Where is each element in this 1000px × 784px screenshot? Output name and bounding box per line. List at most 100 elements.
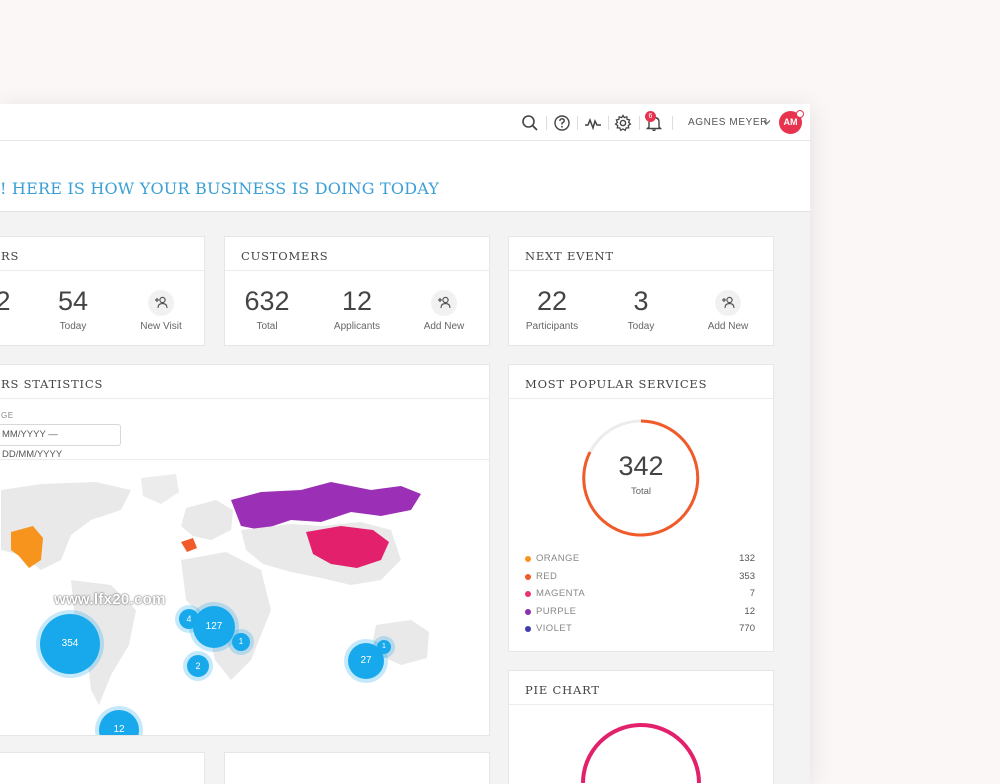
- legend-item: VIOLET 770: [523, 623, 755, 637]
- card-title: RS STATISTICS: [1, 377, 104, 391]
- map-cluster[interactable]: 127: [193, 606, 235, 648]
- date-range-label: GE: [1, 411, 14, 420]
- map-cluster[interactable]: 354: [40, 614, 100, 674]
- new-visit-button[interactable]: [148, 290, 174, 316]
- legend-color-dot: [525, 608, 531, 615]
- map-cluster[interactable]: 1: [232, 633, 250, 651]
- new-visit-label[interactable]: New Visit: [140, 321, 182, 332]
- card-title: CUSTOMERS: [241, 249, 329, 263]
- welcome-banner: ! HERE IS HOW YOUR BUSINESS IS DOING TOD…: [0, 141, 810, 212]
- legend-item: RED 353: [523, 571, 755, 585]
- legend-label: MAGENTA: [536, 588, 586, 599]
- legend-item: PURPLE 12: [523, 606, 755, 620]
- stat-value: 12: [341, 286, 373, 316]
- add-person-icon: [722, 296, 735, 309]
- legend-value: 770: [739, 623, 755, 634]
- card-title: RS: [1, 249, 20, 263]
- visitors-card: RS 2 54 Today New Visit: [0, 236, 205, 346]
- stat-value: 632: [244, 286, 290, 316]
- stat-value: 3: [633, 286, 649, 316]
- user-name[interactable]: AGNES MEYER: [688, 117, 768, 128]
- legend-color-dot: [525, 591, 531, 597]
- chevron-down-icon[interactable]: [763, 118, 771, 126]
- card-title: MOST POPULAR SERVICES: [525, 377, 708, 391]
- toolbar-divider: [608, 116, 609, 130]
- legend-label: RED: [536, 570, 558, 582]
- map-cluster[interactable]: 12: [99, 710, 139, 735]
- stat-value: 2: [0, 286, 11, 316]
- highlighted-country-usa: [11, 526, 43, 568]
- map-cluster[interactable]: 1: [377, 640, 391, 654]
- services-total-value: 342: [618, 451, 664, 481]
- highlighted-country-china: [306, 526, 389, 568]
- card-divider: [509, 704, 773, 705]
- legend-label: ORANGE: [536, 553, 580, 564]
- gear-icon[interactable]: [614, 114, 632, 132]
- card-divider: [509, 398, 773, 399]
- legend-label: PURPLE: [536, 605, 577, 617]
- date-range-input[interactable]: MM/YYYY — DD/MM/YYYY: [0, 424, 121, 460]
- legend-value: 353: [739, 570, 755, 582]
- bottom-card: [224, 752, 490, 784]
- activity-icon[interactable]: [584, 114, 602, 132]
- card-divider: [0, 398, 489, 399]
- add-person-icon: [438, 296, 451, 309]
- land-south-america: [71, 580, 136, 705]
- legend-item: ORANGE 132: [523, 553, 755, 567]
- pie-chart-card: PIE CHART: [508, 670, 774, 784]
- top-bar: 6 AGNES MEYER AM: [0, 104, 810, 141]
- stat-label: Today: [59, 321, 87, 332]
- pie-chart-ring: [581, 723, 701, 784]
- next-event-card: NEXT EVENT 22 Participants 3 Today Add N…: [508, 236, 774, 346]
- card-divider: [509, 270, 773, 271]
- add-person-icon: [155, 296, 168, 309]
- toolbar-divider: [546, 116, 547, 130]
- land-europe: [181, 500, 233, 540]
- legend-item: MAGENTA 7: [523, 588, 755, 602]
- legend-label: VIOLET: [536, 623, 573, 634]
- toolbar-divider: [639, 116, 640, 130]
- welcome-message: ! HERE IS HOW YOUR BUSINESS IS DOING TOD…: [0, 179, 440, 198]
- highlighted-country-russia: [231, 482, 421, 530]
- bottom-card: [0, 752, 205, 784]
- highlighted-country-spain: [181, 538, 197, 552]
- card-divider: [225, 270, 489, 271]
- services-total-label: Total: [630, 486, 652, 497]
- popular-services-card: MOST POPULAR SERVICES 342 Total ORANGE 13…: [508, 364, 774, 652]
- help-icon[interactable]: [553, 114, 571, 132]
- stat-label: Applicants: [333, 321, 381, 332]
- legend-value: 7: [749, 588, 755, 599]
- legend-value: 132: [739, 553, 755, 564]
- watermark-text: www.lfx20.com: [54, 591, 166, 608]
- card-divider: [0, 270, 204, 271]
- online-status-dot: [796, 110, 804, 118]
- legend-value: 12: [744, 605, 755, 617]
- card-divider: [0, 459, 489, 460]
- add-new-label[interactable]: Add New: [707, 321, 749, 332]
- legend-color-dot: [525, 626, 531, 632]
- toolbar-divider: [577, 116, 578, 130]
- legend-color-dot: [525, 573, 531, 580]
- land-greenland: [141, 474, 179, 504]
- stat-label: Total: [256, 321, 278, 332]
- land-australia: [373, 620, 429, 665]
- search-icon[interactable]: [521, 114, 539, 132]
- add-new-label[interactable]: Add New: [423, 321, 465, 332]
- legend-color-dot: [525, 556, 531, 562]
- services-donut: [582, 419, 700, 537]
- add-customer-button[interactable]: [431, 290, 457, 316]
- toolbar-divider: [672, 116, 673, 130]
- donut-arc: [582, 419, 700, 537]
- app-window: 6 AGNES MEYER AM ! HERE IS HOW YOUR BUSI…: [0, 104, 810, 784]
- add-event-button[interactable]: [715, 290, 741, 316]
- stat-label: Today: [627, 321, 655, 332]
- stat-value: 54: [57, 286, 89, 316]
- world-map: [1, 474, 429, 705]
- stat-label: Participants: [525, 321, 579, 332]
- card-title: NEXT EVENT: [525, 249, 614, 263]
- map-cluster[interactable]: 2: [187, 655, 209, 677]
- stat-value: 22: [536, 286, 568, 316]
- notification-badge: 6: [645, 111, 656, 122]
- statistics-card: RS STATISTICS GE MM/YYYY — DD/MM/YYYY: [0, 364, 490, 736]
- card-title: PIE CHART: [525, 683, 600, 697]
